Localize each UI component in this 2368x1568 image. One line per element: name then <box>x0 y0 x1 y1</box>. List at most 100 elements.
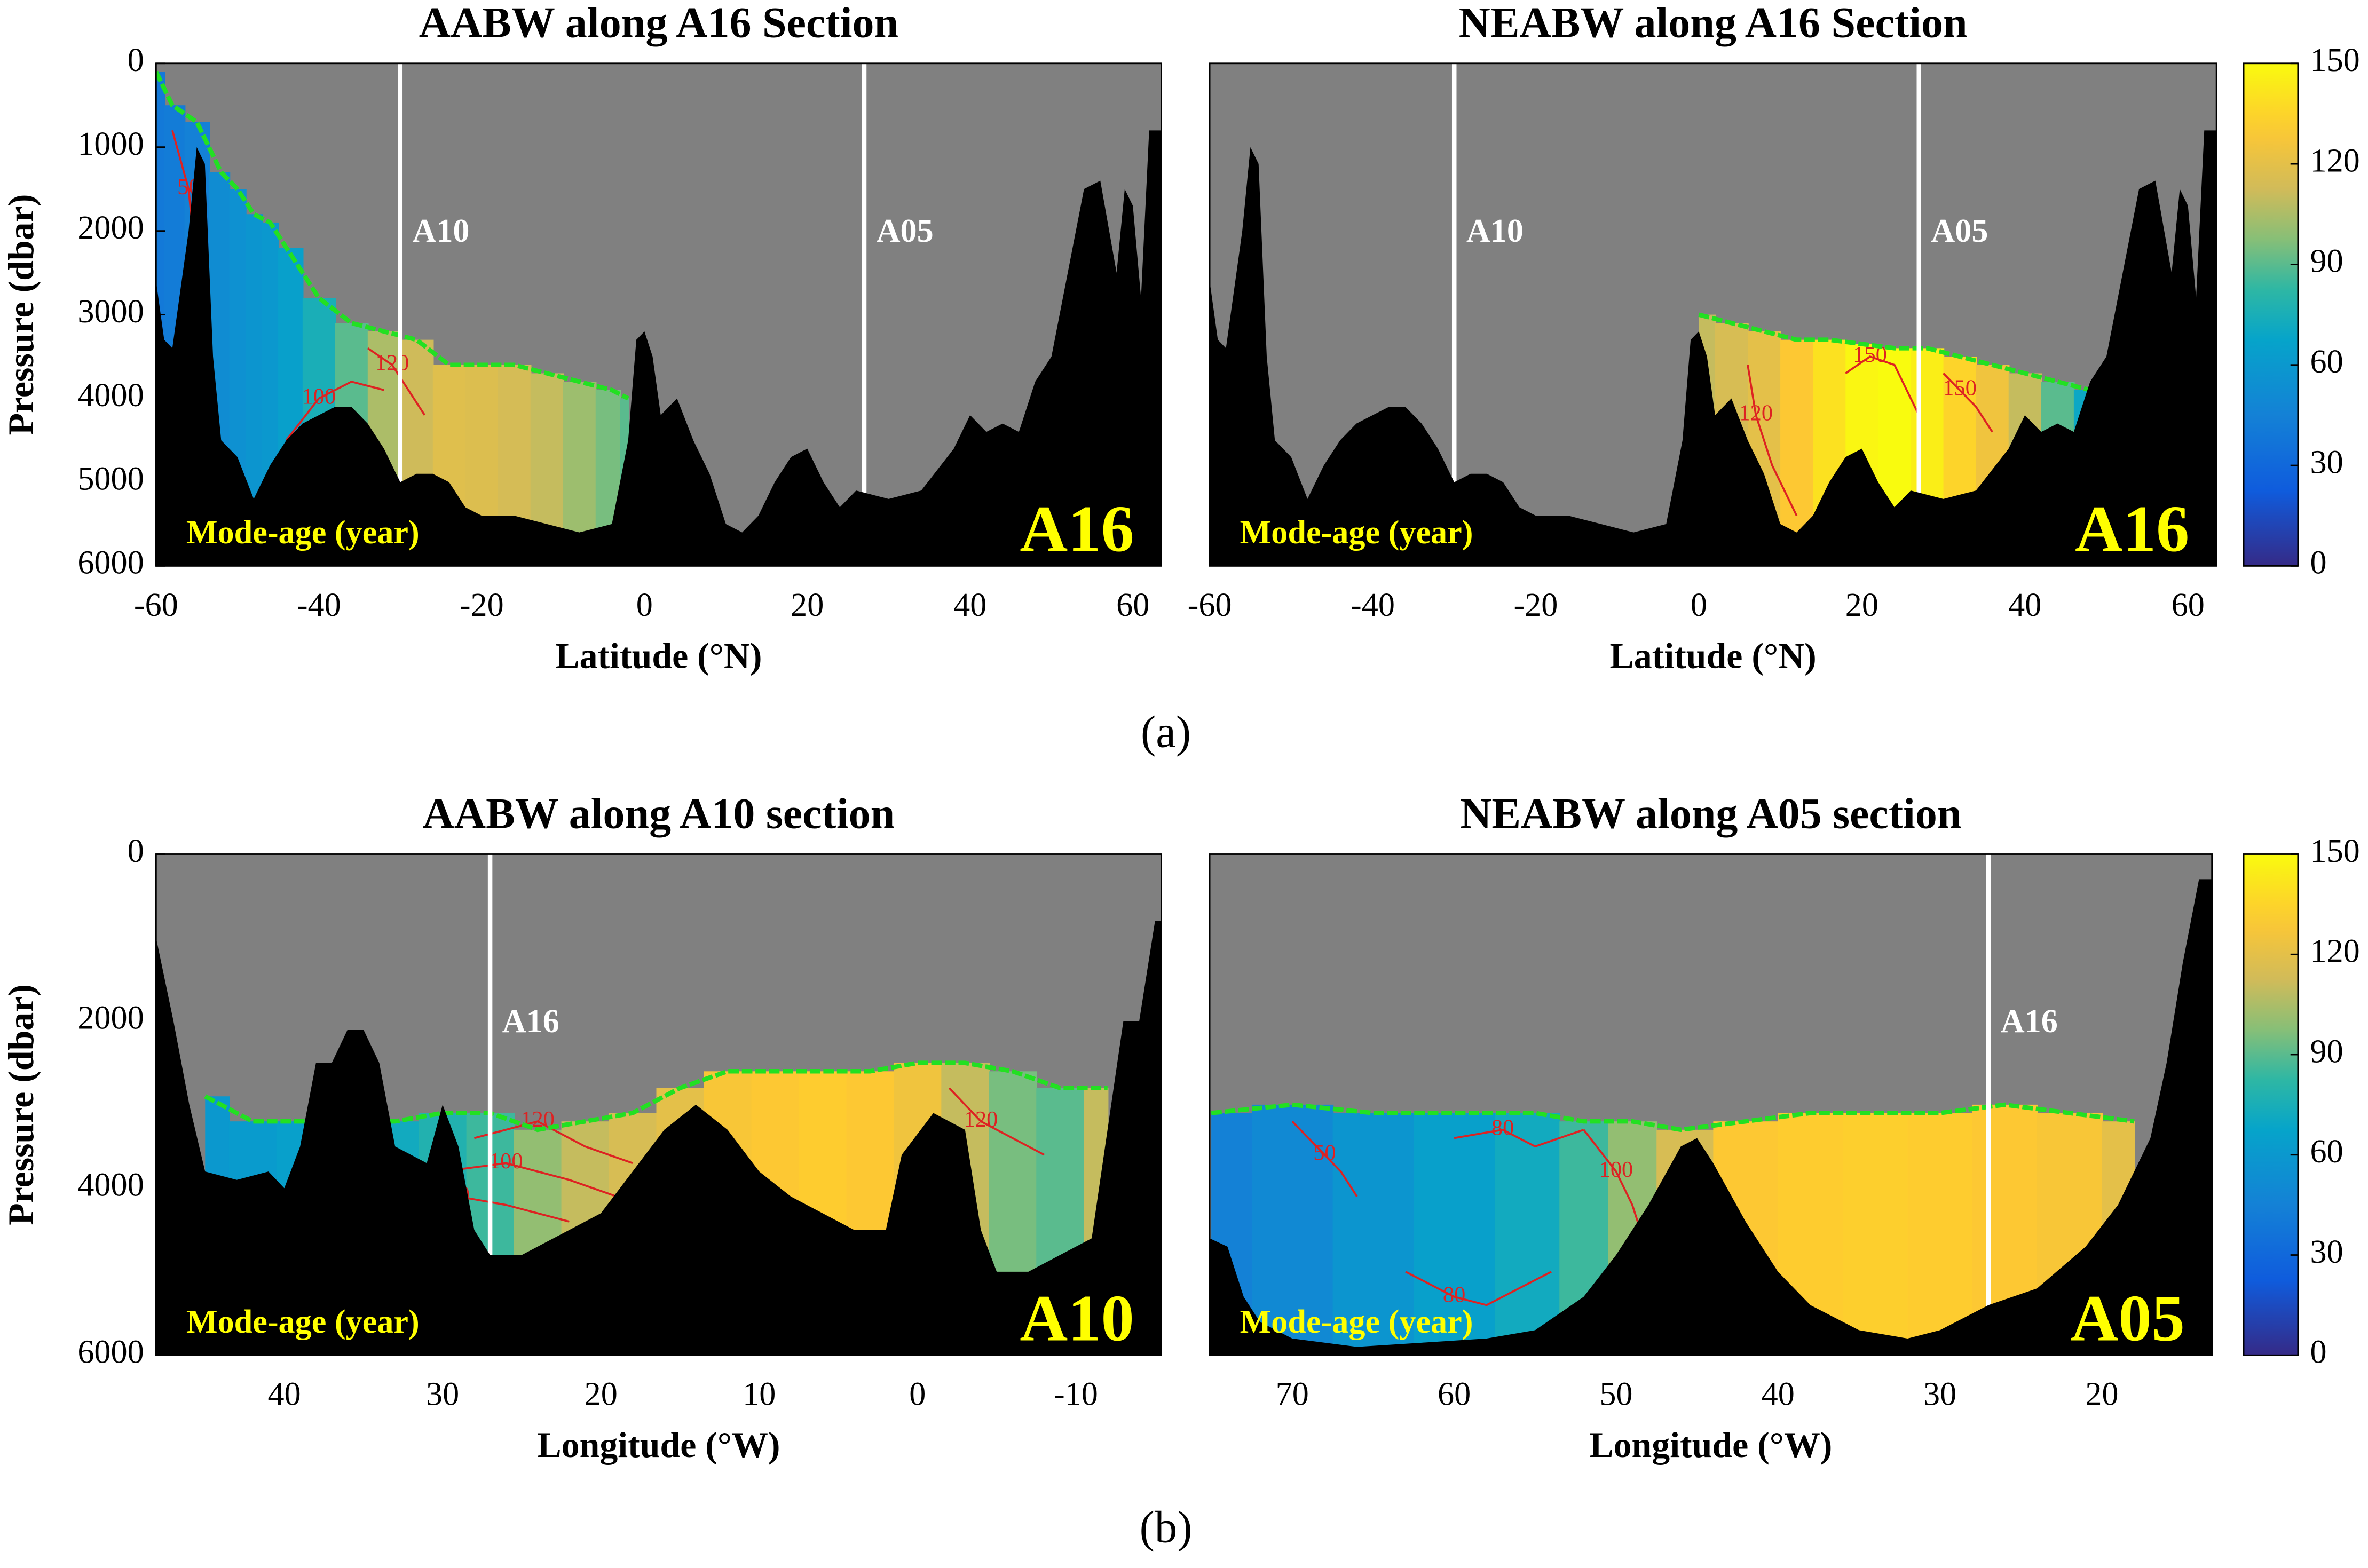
colorbar-tick-label: 120 <box>2310 142 2359 179</box>
contour-label: 100 <box>489 1149 523 1174</box>
plot-frame <box>1209 62 2217 567</box>
x-tick-label: 40 <box>953 587 986 623</box>
colorbar-tick-label: 90 <box>2310 1033 2343 1070</box>
section-code: A16 <box>2075 492 2189 565</box>
contour <box>285 381 384 441</box>
x-axis-label: Latitude (°N) <box>1610 636 1817 676</box>
contour <box>1845 355 1920 416</box>
x-tick-label: 40 <box>2008 587 2041 623</box>
contour-label: 80 <box>1491 1115 1514 1141</box>
x-axis-label: Longitude (°W) <box>1589 1425 1832 1465</box>
x-tick-label: 0 <box>636 587 653 623</box>
x-tick-label: 0 <box>1691 587 1707 623</box>
x-tick-label: 60 <box>2172 587 2205 623</box>
plot-area: 50 80 100 80 A16 Mode-age (year) A05 <box>1210 854 2212 1356</box>
bathymetry <box>1210 879 2212 1356</box>
annotation: Mode-age (year) <box>1240 1304 1473 1340</box>
age-cell <box>1907 1113 1974 1356</box>
x-tick-label: -20 <box>460 587 504 623</box>
chart-title: NEABW along A05 section <box>1460 789 1961 837</box>
colorbar-tick-label: 120 <box>2310 933 2359 970</box>
x-tick-label: -40 <box>1351 587 1395 623</box>
section-label: A16 <box>502 1003 559 1040</box>
water-mass-top <box>156 70 629 401</box>
bathymetry <box>156 130 1162 566</box>
contour-label: 100 <box>302 384 336 409</box>
plot-frame <box>1209 853 2213 1356</box>
y-tick-label: 0 <box>128 42 144 78</box>
contour <box>1943 373 1993 433</box>
x-tick-label: 0 <box>909 1376 926 1413</box>
x-tick-label: -40 <box>297 587 341 623</box>
colorbar-tick-label: 150 <box>2310 42 2359 78</box>
x-tick-label: -20 <box>1513 587 1558 623</box>
section-label: A05 <box>1931 213 1988 249</box>
bathymetry <box>156 921 1162 1356</box>
x-tick-label: -10 <box>1054 1376 1098 1413</box>
y-tick-label: 1000 <box>77 126 144 162</box>
x-tick-label: 50 <box>1599 1376 1632 1413</box>
age-cell <box>1332 1113 1415 1356</box>
contour <box>442 1162 617 1198</box>
section-label: A05 <box>877 213 934 249</box>
x-tick-label: 20 <box>791 587 824 623</box>
contour-label: 150 <box>1943 376 1977 401</box>
bathymetry <box>1210 130 2217 566</box>
water-mass-top <box>1211 1102 2135 1133</box>
x-tick-label: 20 <box>585 1376 618 1413</box>
y-tick-label: 3000 <box>77 294 144 330</box>
x-axis-label: Latitude (°N) <box>555 636 762 676</box>
chart-title: NEABW along A16 Section <box>1459 0 1968 47</box>
x-tick-label: 20 <box>2085 1376 2118 1413</box>
plot-frame <box>155 853 1162 1356</box>
contour <box>948 1087 1045 1156</box>
section-label: A10 <box>1466 213 1524 249</box>
contour <box>1454 1128 1584 1148</box>
section-code: A16 <box>1020 492 1134 565</box>
water-mass-top <box>1698 312 2125 393</box>
y-axis-label: Pressure (dbar) <box>1 984 41 1225</box>
age-cell <box>1843 1113 1909 1356</box>
contour-label: 100 <box>1599 1157 1633 1182</box>
y-tick-label: 4000 <box>77 377 144 414</box>
x-tick-label: 30 <box>1923 1376 1956 1413</box>
contour-label: 120 <box>964 1107 998 1132</box>
contour <box>473 1120 633 1165</box>
x-tick-label: -60 <box>134 587 178 623</box>
y-tick-label: 2000 <box>77 1000 144 1036</box>
x-tick-label: 60 <box>1438 1376 1471 1413</box>
y-tick-label: 5000 <box>77 461 144 497</box>
contour <box>1747 365 1798 517</box>
x-tick-label: 70 <box>1276 1376 1309 1413</box>
colorbar <box>2243 853 2299 1356</box>
colorbar-tick-label: 60 <box>2310 344 2343 380</box>
section-label: A10 <box>412 213 469 249</box>
contour-label: 120 <box>375 350 409 375</box>
colorbar-tick-label: 30 <box>2310 444 2343 480</box>
y-tick-label: 2000 <box>77 210 144 246</box>
figure-label: (a) <box>1141 707 1191 757</box>
section-code: A05 <box>2071 1281 2185 1355</box>
y-tick-label: 4000 <box>77 1167 144 1203</box>
age-cell <box>1494 1113 1560 1356</box>
annotation: Mode-age (year) <box>186 1304 420 1340</box>
chart-title: AABW along A16 Section <box>419 0 898 47</box>
colorbar-tick-label: 0 <box>2310 545 2326 581</box>
section-code: A10 <box>1020 1281 1134 1355</box>
colorbar-tick-label: 0 <box>2310 1334 2326 1371</box>
colorbar <box>2243 62 2299 567</box>
x-tick-label: 10 <box>743 1376 776 1413</box>
x-tick-label: 40 <box>1762 1376 1795 1413</box>
colorbar-tick-label: 60 <box>2310 1134 2343 1170</box>
x-tick-label: 20 <box>1845 587 1878 623</box>
colorbar-tick-label: 30 <box>2310 1234 2343 1270</box>
annotation: Mode-age (year) <box>1240 514 1473 551</box>
contour-label: 50 <box>1313 1141 1336 1166</box>
y-tick-label: 0 <box>128 833 144 869</box>
colorbar-tick-label: 90 <box>2310 243 2343 280</box>
y-tick-label: 6000 <box>77 1334 144 1371</box>
